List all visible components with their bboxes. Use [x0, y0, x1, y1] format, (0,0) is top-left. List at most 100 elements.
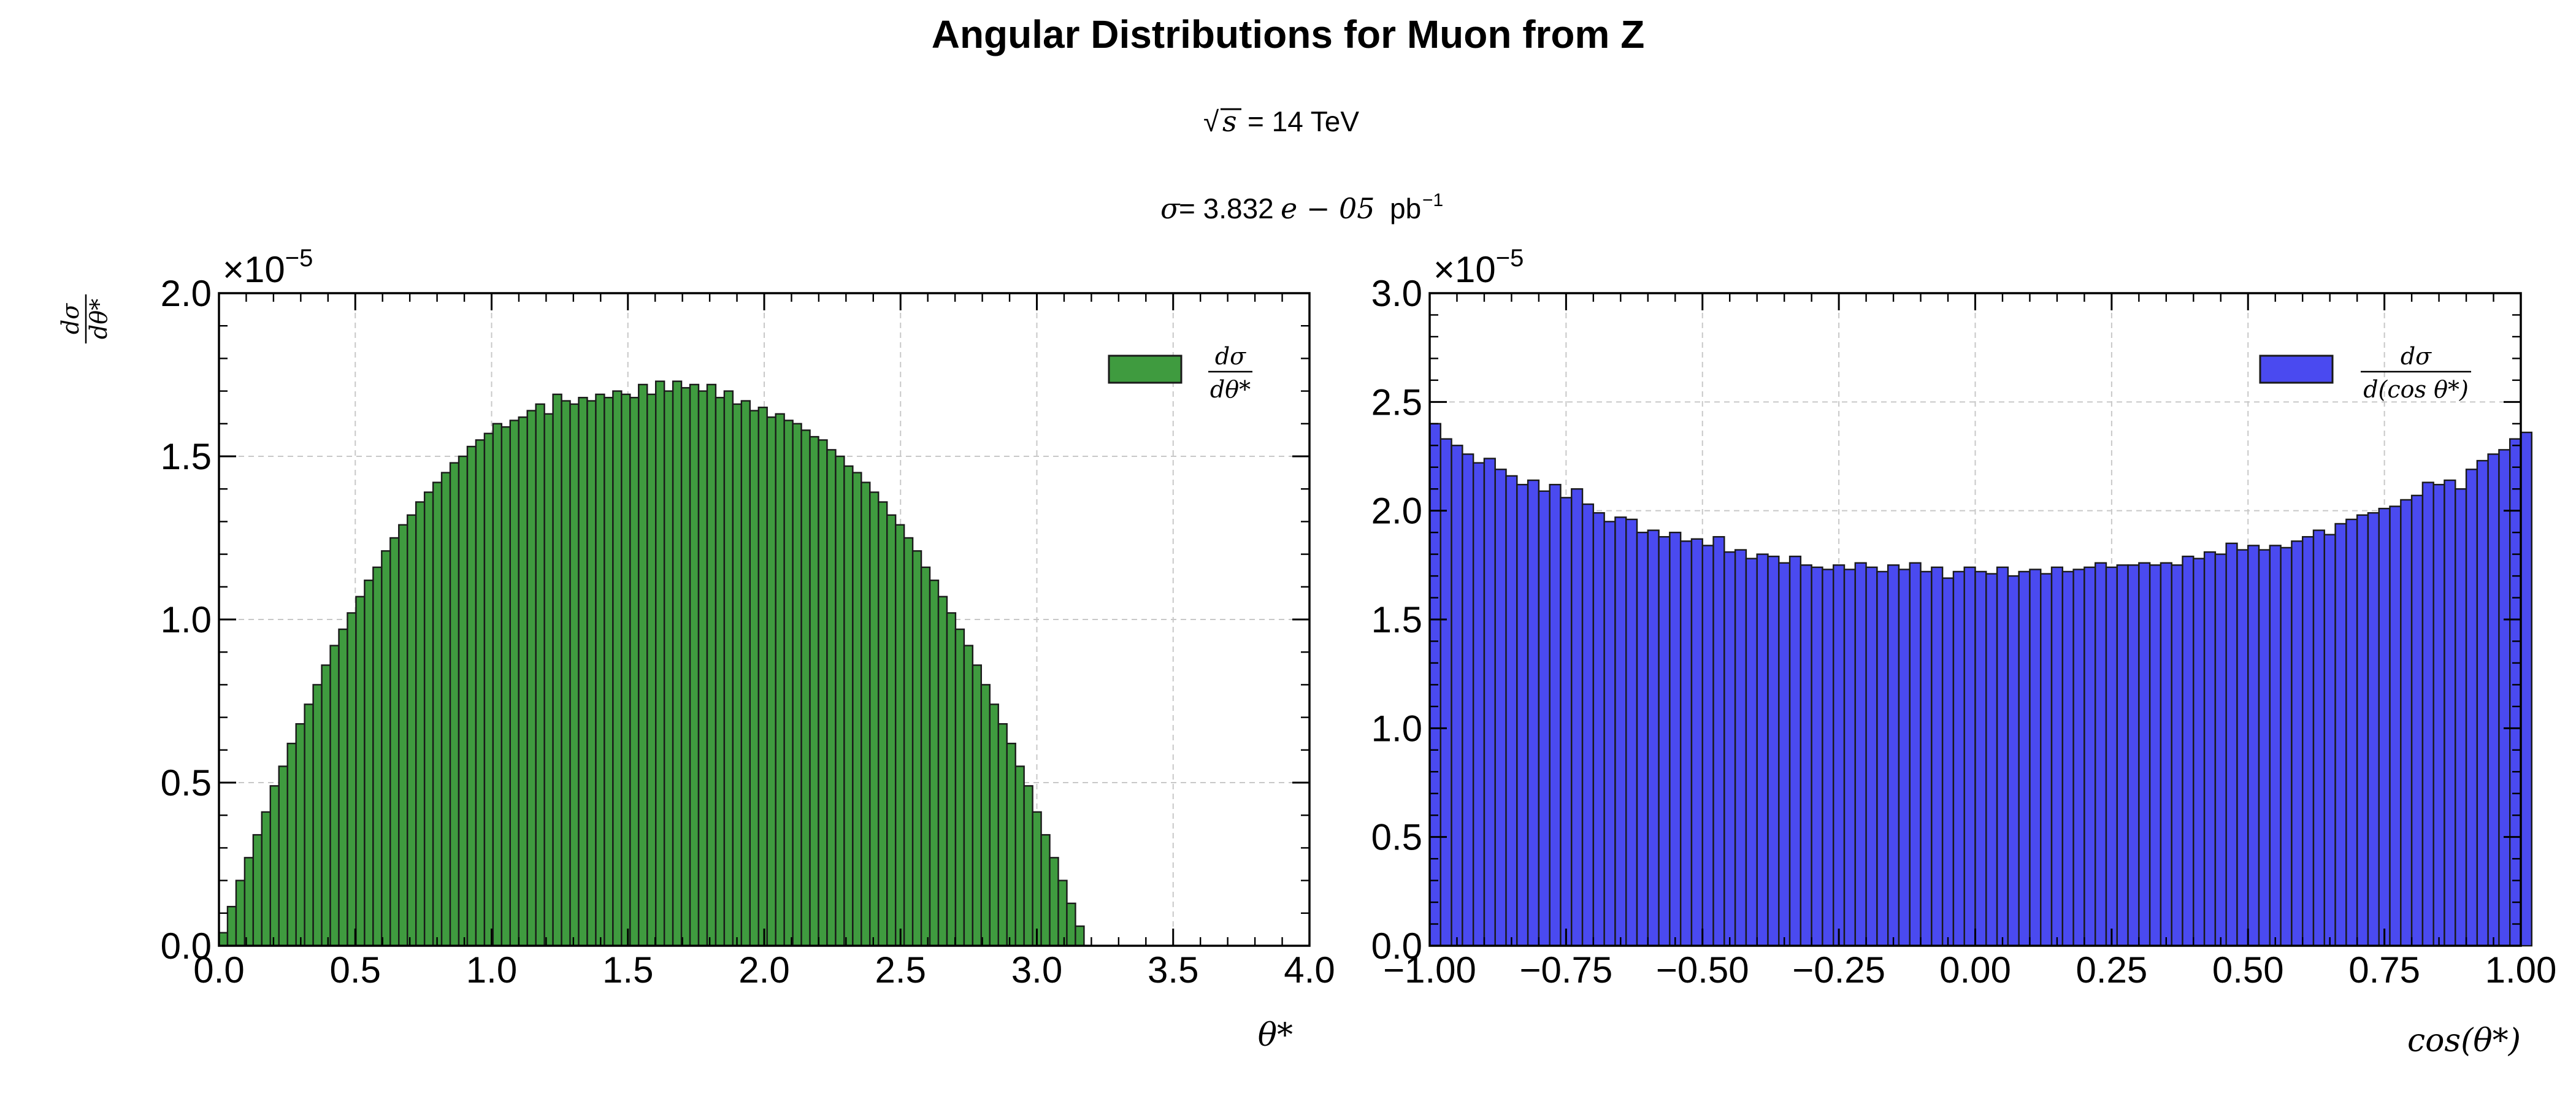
histogram-bar: [878, 501, 888, 947]
y-axis-multiplier: ×10−5: [1433, 245, 1524, 290]
legend-denominator: dθ*: [1210, 376, 1251, 403]
x-tick-label: 2.5: [875, 949, 926, 991]
y-axis-multiplier: ×10−5: [223, 245, 313, 290]
histogram-bar: [2127, 564, 2140, 947]
y-tick-label: 0.0: [161, 926, 212, 967]
histogram-bar: [809, 435, 819, 947]
histogram-bars: [1428, 423, 2532, 947]
x-tick-label: 0.0: [193, 949, 244, 991]
histogram-bar: [861, 481, 871, 947]
histogram-bar: [2214, 553, 2227, 947]
histogram-bar: [654, 380, 665, 947]
histogram-bar: [1941, 577, 1955, 947]
histogram-bar: [1571, 488, 1584, 947]
histogram-bar: [2061, 570, 2074, 947]
histogram-bar: [2334, 523, 2347, 947]
legend-denominator: d(cos θ*): [2363, 376, 2469, 403]
histogram-bar: [2050, 566, 2064, 947]
histogram-bar: [338, 628, 348, 947]
histogram-bar: [1472, 462, 1485, 947]
y-tick-label: 0.0: [1371, 926, 1422, 967]
histogram-bar: [1843, 569, 1857, 947]
histogram-bar: [2410, 494, 2424, 947]
histogram-bar: [749, 410, 759, 947]
histogram-bar: [1014, 765, 1025, 947]
histogram-bar: [1931, 566, 1944, 947]
histogram-bar: [269, 785, 280, 947]
histogram-bar: [2356, 514, 2369, 947]
x-tick-label: 1.0: [466, 949, 517, 991]
histogram-bar: [2105, 566, 2118, 947]
histogram-bar: [543, 413, 554, 947]
histogram-bar: [1745, 558, 1758, 947]
histogram-bar: [980, 684, 991, 947]
histogram-bar: [2498, 449, 2511, 947]
histogram-bar: [1963, 566, 1976, 947]
histogram-bar: [535, 403, 545, 947]
histogram-bar: [929, 579, 940, 947]
histogram-bar: [2193, 558, 2206, 947]
histogram-bar: [355, 596, 366, 947]
histogram-bar: [423, 491, 434, 947]
histogram-bar: [818, 439, 828, 947]
theta-histogram-panel: 0.0 0.5 1.0 1.5 2.0 2.5 3.0 3.5 4.0 0.0 0.5 1.0 1.5 2…: [57, 245, 1335, 1054]
histogram-bar: [398, 524, 408, 947]
y-axis-label: dσ dθ*: [57, 294, 112, 343]
histogram-bar: [697, 390, 708, 947]
histogram-bar: [843, 465, 854, 947]
histogram-bar: [243, 857, 255, 947]
histogram-bar: [2520, 431, 2532, 947]
histogram-bar: [1909, 562, 1922, 947]
histogram-bar: [715, 397, 726, 947]
histogram-bar: [1494, 469, 1507, 947]
histogram-bar: [2421, 481, 2434, 947]
histogram-bar: [2389, 505, 2402, 947]
legend: dσ d(cos θ*): [2259, 343, 2471, 403]
histogram-bar: [466, 445, 477, 947]
histogram-bar: [2400, 499, 2413, 947]
histogram-bar: [2432, 483, 2445, 947]
histogram-bar: [2444, 479, 2456, 947]
histogram-bars: [218, 380, 1085, 947]
y-tick-label: 1.5: [161, 436, 212, 477]
histogram-bar: [937, 596, 948, 947]
histogram-bar: [381, 550, 391, 947]
histogram-bar: [1701, 545, 1714, 947]
y-tick-label: 1.0: [161, 599, 212, 640]
legend: dσ dθ*: [1108, 343, 1252, 403]
histogram-bar: [911, 550, 922, 947]
histogram-bar: [903, 537, 914, 947]
legend-swatch: [1108, 355, 1183, 384]
histogram-bar: [1006, 742, 1016, 947]
histogram-bar: [1833, 564, 1846, 947]
sigma-symbol: σ: [1160, 192, 1181, 225]
x-tick-label: −0.25: [1792, 949, 1885, 991]
histogram-bar: [775, 413, 785, 947]
histogram-bar: [2323, 534, 2336, 947]
histogram-bar: [475, 439, 486, 947]
histogram-bar: [920, 566, 931, 947]
histogram-bar: [586, 400, 597, 947]
histogram-bar: [449, 462, 460, 947]
histogram-bar: [2487, 453, 2500, 947]
sqrt-s-symbol: s: [1222, 105, 1237, 138]
histogram-bar: [663, 390, 674, 947]
histogram-bar: [1669, 531, 1682, 947]
cross-section-value: = 3.832: [1179, 193, 1274, 224]
histogram-bar: [989, 703, 999, 947]
histogram-bar: [329, 645, 340, 947]
histogram-bar: [235, 880, 246, 947]
histogram-bar: [2291, 540, 2304, 947]
x-tick-label: 0.25: [2076, 949, 2147, 991]
x-axis-label: θ*: [1258, 1017, 1293, 1054]
svg-text:√: √: [1203, 105, 1219, 137]
histogram-bar: [2258, 549, 2271, 947]
histogram-bar: [1679, 540, 1693, 947]
legend-numerator: dσ: [2401, 343, 2432, 370]
histogram-bar: [518, 416, 528, 947]
histogram-bar: [2476, 459, 2489, 947]
histogram-bar: [2509, 438, 2522, 947]
histogram-bar: [757, 407, 768, 947]
histogram-bar: [886, 514, 897, 947]
x-tick-label: 3.0: [1011, 949, 1062, 991]
